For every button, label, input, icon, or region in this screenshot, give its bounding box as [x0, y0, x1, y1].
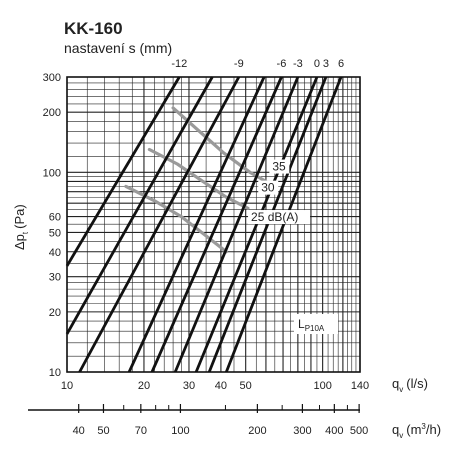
- x2-tick-label: 50: [97, 425, 109, 437]
- x2-tick-label: 70: [135, 425, 147, 437]
- x-tick-label: 30: [183, 380, 195, 392]
- y-tick-label: 40: [49, 247, 61, 259]
- x-tick-label: 100: [313, 380, 331, 392]
- setting-label: -3: [293, 58, 303, 70]
- noise-label-bg: [248, 210, 311, 225]
- x-tick-label: 10: [61, 380, 73, 392]
- x-tick-label: 50: [240, 380, 252, 392]
- secondary-x-axis: 40 50 70 100 200 300 400 500: [28, 404, 368, 437]
- tick-labels: 10 20 30 40 50 100 140 10 20 30 40 50 60 100 200 300: [43, 72, 370, 392]
- y-tick-label: 100: [43, 167, 61, 179]
- x2-axis-label: qv (m3/h): [392, 422, 441, 440]
- x2-tick-label: 300: [293, 425, 311, 437]
- series-line: [65, 76, 214, 335]
- lp-annotation-bg: [294, 314, 338, 334]
- lp-annotation: LP10A: [298, 317, 325, 333]
- y-tick-label: 60: [49, 212, 61, 224]
- noise-label-bg: [258, 180, 279, 195]
- series-line: [78, 76, 241, 373]
- x2-tick-label: 500: [350, 425, 368, 437]
- y-axis-label: Δpt(Pa): [12, 204, 30, 250]
- x-tick-label: 40: [215, 380, 227, 392]
- series-line: [127, 76, 266, 373]
- noise-label: 25 dB(A): [251, 210, 298, 224]
- setting-label: 0: [314, 58, 320, 70]
- y-tick-label: 50: [49, 227, 61, 239]
- noise-curve: [171, 106, 268, 183]
- noise-labels: 35 30 25 dB(A): [248, 159, 338, 334]
- noise-label: 35: [272, 160, 286, 174]
- noise-curve: [124, 184, 228, 254]
- series-line: [194, 76, 319, 373]
- setting-label: -6: [277, 58, 287, 70]
- y-tick-label: 10: [49, 367, 61, 379]
- series-line: [150, 76, 283, 373]
- x-tick-label: 140: [351, 380, 369, 392]
- y-tick-label: 20: [49, 307, 61, 319]
- series-line: [225, 76, 343, 373]
- setting-label: -12: [171, 58, 187, 70]
- series-line: [65, 76, 181, 267]
- x2-tick-label: 40: [73, 425, 85, 437]
- noise-label: 30: [261, 181, 275, 195]
- x2-tick-label: 400: [325, 425, 343, 437]
- x-axis-label: qv (l/s): [392, 376, 428, 394]
- noise-label-bg: [269, 159, 290, 174]
- x-tick-label: 20: [138, 380, 150, 392]
- series-line: [173, 76, 300, 373]
- setting-label: -9: [234, 58, 244, 70]
- chart-title: KK-160: [64, 19, 123, 38]
- x2-tick-label: 100: [171, 425, 189, 437]
- plot-frame: [66, 76, 361, 373]
- y-tick-label: 300: [43, 72, 61, 84]
- setting-lines: [65, 76, 343, 373]
- chart-subtitle: nastavení s (mm): [64, 40, 172, 56]
- x2-tick-label: 200: [248, 425, 266, 437]
- y-tick-label: 30: [49, 272, 61, 284]
- setting-labels: -12 -9 -6 -3 0 3 6: [171, 58, 344, 70]
- y-tick-label: 200: [43, 107, 61, 119]
- noise-curve: [147, 147, 250, 210]
- setting-label: 6: [338, 58, 344, 70]
- setting-label: 3: [323, 58, 329, 70]
- series-line: [207, 76, 328, 373]
